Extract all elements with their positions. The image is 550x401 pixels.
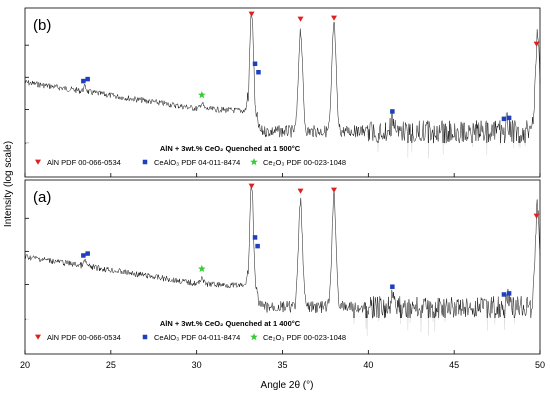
marker-aln [331, 187, 337, 193]
marker-cealo3 [506, 291, 512, 296]
marker-cealo3 [256, 69, 261, 75]
marker-cealo3 [390, 284, 395, 289]
marker-aln [297, 188, 304, 194]
legend: AlN + 3wt.% CeO₂ Quenched at 1 400°C AlN … [26, 318, 539, 342]
x-tick-label: 50 [535, 360, 545, 370]
marker-ce2o3 [198, 264, 206, 273]
panel-a: (a)AlN + 3wt.% CeO₂ Quenched at 1 400°CA… [24, 179, 541, 355]
legend-entry-ce2o3: Ce₂O₃ PDF 00-023-1048 [263, 158, 346, 167]
legend: AlN + 3wt.% CeO₂ Quenched at 1 500°C AlN … [26, 143, 539, 167]
panel-label: (a) [33, 189, 51, 206]
marker-cealo3 [501, 292, 507, 297]
y-axis-title: Intensity (log scale) [3, 141, 14, 227]
legend-background [26, 143, 539, 167]
x-axis: 20 25 30 35 40 45 50 [20, 173, 545, 370]
marker-aln [248, 11, 255, 17]
marker-aln [248, 183, 255, 189]
x-tick-label: 40 [363, 360, 373, 370]
legend-marker-ce2o3 [250, 158, 258, 166]
marker-cealo3 [81, 78, 86, 84]
panel-label: (b) [33, 17, 51, 34]
legend-marker-cealo3 [142, 334, 148, 340]
legend-entry-cealo3: CeAlO₃ PDF 04-011-8474 [154, 333, 240, 342]
diffraction-trace [24, 185, 541, 337]
legend-title: AlN + 3wt.% CeO₂ Quenched at 1 500°C [160, 144, 301, 153]
marker-cealo3 [390, 109, 395, 114]
marker-aln [533, 213, 540, 219]
x-tick-label: 30 [192, 360, 202, 370]
legend-marker-aln [35, 334, 41, 340]
x-axis-title: Angle 2θ (°) [261, 380, 314, 391]
marker-cealo3 [85, 76, 90, 82]
legend-marker-aln [35, 159, 41, 165]
marker-cealo3 [501, 116, 507, 122]
marker-aln [331, 15, 337, 21]
marker-cealo3 [255, 243, 260, 249]
legend-entry-ce2o3: Ce₂O₃ PDF 00-023-1048 [263, 333, 346, 342]
legend-entry-aln: AlN PDF 00-066-0534 [47, 158, 121, 167]
marker-aln [297, 16, 304, 22]
marker-cealo3 [506, 115, 512, 121]
legend-entry-aln: AlN PDF 00-066-0534 [47, 333, 121, 342]
legend-marker-cealo3 [142, 159, 148, 165]
x-tick-label: 25 [106, 360, 116, 370]
marker-cealo3 [85, 251, 90, 256]
legend-title: AlN + 3wt.% CeO₂ Quenched at 1 400°C [160, 319, 301, 328]
marker-cealo3 [252, 61, 258, 67]
x-tick-label: 35 [277, 360, 287, 370]
diffraction-trace [24, 13, 541, 159]
legend-marker-ce2o3 [250, 333, 258, 341]
marker-ce2o3 [198, 91, 206, 99]
marker-cealo3 [81, 253, 86, 258]
x-tick-label: 45 [449, 360, 459, 370]
panel-b: (b)AlN + 3wt.% CeO₂ Quenched at 1 500°CA… [24, 7, 541, 178]
marker-cealo3 [252, 235, 258, 240]
legend-entry-cealo3: CeAlO₃ PDF 04-011-8474 [154, 158, 240, 167]
x-tick-label: 20 [20, 360, 30, 370]
legend-background [26, 318, 539, 342]
marker-aln [533, 41, 540, 47]
